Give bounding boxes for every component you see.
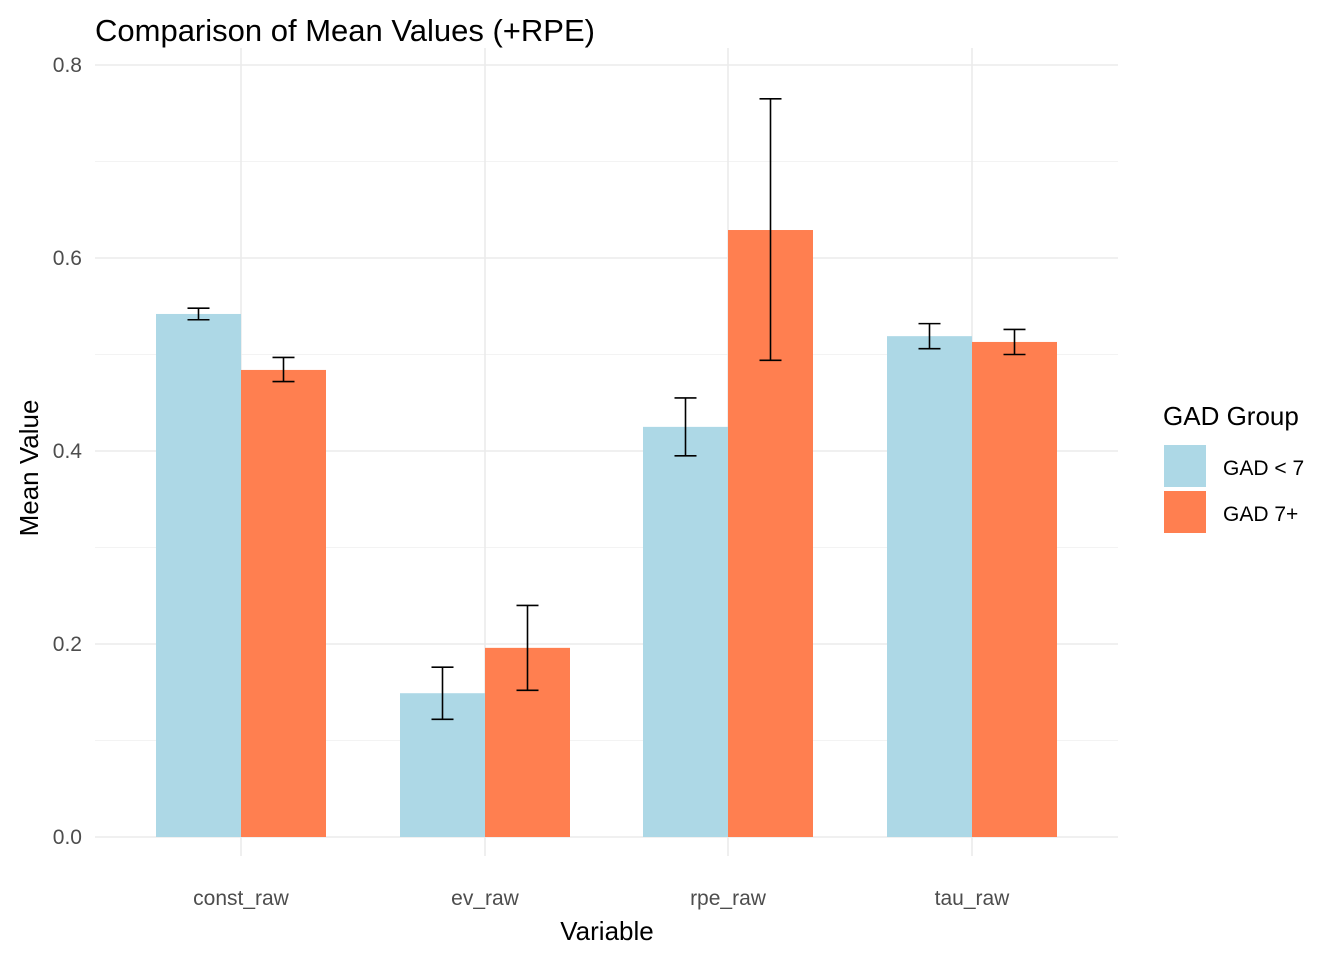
chart-title: Comparison of Mean Values (+RPE) bbox=[95, 13, 595, 48]
error-bars bbox=[187, 97, 1026, 721]
legend-title: GAD Group bbox=[1163, 401, 1299, 431]
error-bar-rpe-raw-gad-7 bbox=[674, 397, 697, 457]
x-axis-ticks: const_raw ev_raw rpe_raw tau_raw bbox=[193, 887, 1010, 910]
x-tick-label-const-raw: const_raw bbox=[193, 887, 290, 910]
y-tick-label: 0.8 bbox=[53, 54, 82, 77]
bar-const-raw-gad-7 bbox=[156, 313, 241, 838]
y-tick-label: 0.2 bbox=[53, 633, 82, 656]
error-bar-ev-raw-gad-7 bbox=[516, 604, 539, 692]
y-tick-label: 0.0 bbox=[53, 826, 82, 849]
x-axis-title: Variable bbox=[560, 916, 653, 946]
legend-swatch-gad-lt-7 bbox=[1164, 445, 1206, 487]
bar-tau-raw-gad-7 bbox=[972, 341, 1057, 837]
y-axis-ticks: 0.0 0.2 0.4 0.6 0.8 bbox=[53, 54, 83, 849]
bar-const-raw-gad-7 bbox=[241, 369, 326, 837]
legend: GAD Group GAD < 7 GAD 7+ bbox=[1163, 401, 1304, 533]
error-bar-tau-raw-gad-7 bbox=[918, 322, 941, 350]
bar-tau-raw-gad-7 bbox=[887, 336, 972, 837]
error-bar-ev-raw-gad-7 bbox=[431, 666, 454, 721]
legend-label-gad-7plus: GAD 7+ bbox=[1223, 503, 1298, 526]
legend-swatch-gad-7plus bbox=[1164, 491, 1206, 533]
x-tick-label-ev-raw: ev_raw bbox=[451, 887, 520, 910]
error-bar-const-raw-gad-7 bbox=[272, 356, 295, 383]
x-tick-label-tau-raw: tau_raw bbox=[935, 887, 1011, 910]
legend-label-gad-lt-7: GAD < 7 bbox=[1223, 457, 1304, 480]
bars bbox=[156, 230, 1057, 838]
error-bar-tau-raw-gad-7 bbox=[1003, 328, 1026, 356]
bar-rpe-raw-gad-7 bbox=[643, 426, 728, 837]
y-tick-label: 0.4 bbox=[53, 440, 83, 463]
y-tick-label: 0.6 bbox=[53, 247, 82, 270]
y-axis-title: Mean Value bbox=[14, 400, 44, 537]
x-tick-label-rpe-raw: rpe_raw bbox=[690, 887, 767, 910]
error-bar-const-raw-gad-7 bbox=[187, 307, 210, 321]
error-bar-rpe-raw-gad-7 bbox=[759, 97, 782, 362]
